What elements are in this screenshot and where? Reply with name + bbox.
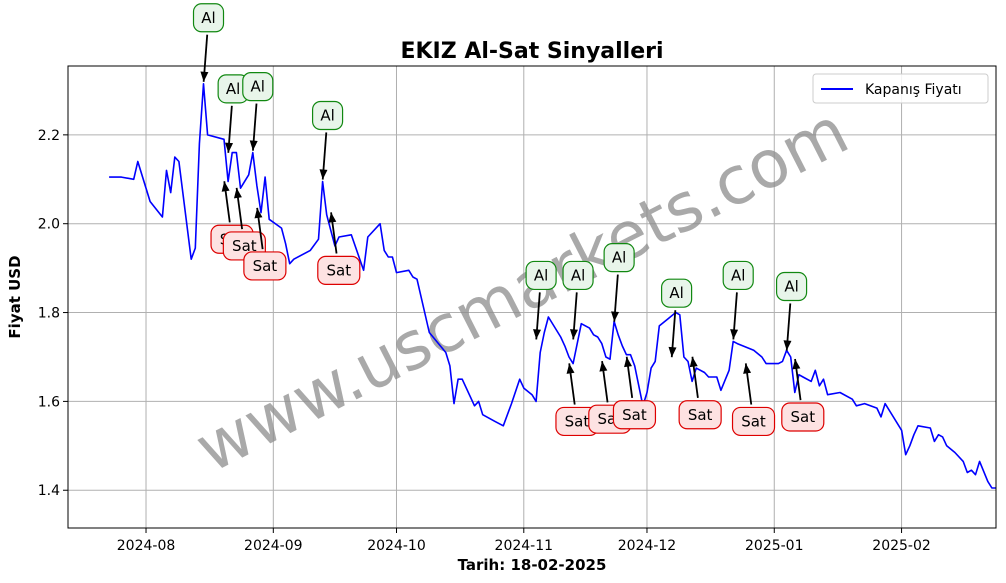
x-tick-label: 2024-08 (117, 538, 176, 554)
x-axis-title: Tarih: 18-02-2025 (458, 556, 607, 574)
signal-label: Al (251, 78, 265, 96)
signal-label: Al (201, 9, 215, 27)
y-tick-label: 2.0 (38, 217, 60, 233)
buy-signal: Al (562, 260, 594, 340)
buy-signal-box (242, 72, 274, 102)
signal-arrowhead (254, 207, 263, 219)
buy-signal: Al (192, 3, 225, 82)
buy-signal-box (525, 260, 557, 291)
signal-label: Sat (565, 412, 590, 430)
signal-arrowhead (249, 140, 258, 151)
buy-signal: Al (217, 74, 249, 153)
buy-signal: Al (775, 271, 808, 351)
signal-arrowhead (221, 181, 230, 192)
signal-label: Sat (253, 257, 278, 275)
sell-signal: Sat (678, 356, 722, 430)
signal-arrowhead (743, 363, 752, 374)
signal-label: Al (320, 107, 334, 125)
x-tick-label: 2025-01 (745, 538, 804, 554)
signal-arrowhead (668, 346, 677, 358)
signal-label: Sat (741, 412, 766, 430)
buy-signal-box (661, 278, 693, 308)
buy-signal-box (311, 100, 344, 131)
buy-signal-box (192, 3, 225, 33)
buy-signal-box (775, 271, 808, 302)
buy-signal-box (562, 260, 594, 291)
x-tick-label: 2024-12 (618, 538, 677, 554)
signal-label: Al (612, 249, 626, 267)
signal-arrowhead (689, 356, 698, 368)
sell-signal-box (781, 402, 825, 432)
signal-label: Al (669, 284, 683, 302)
y-tick-label: 1.8 (38, 306, 60, 322)
sell-signal-box (243, 251, 287, 281)
sell-signal: Sat (317, 212, 361, 285)
x-tick-label: 2024-11 (495, 538, 554, 554)
signal-label: Al (571, 266, 585, 284)
sell-signal-box (731, 406, 776, 437)
y-tick-label: 1.6 (38, 394, 60, 410)
signal-label: Sat (326, 261, 351, 279)
legend-box (812, 73, 989, 104)
buy-signal: Al (603, 243, 635, 322)
y-axis-title: Fiyat USD (6, 255, 24, 338)
buy-signal-box (603, 243, 635, 273)
grid (68, 66, 996, 528)
signal-label: Sat (232, 237, 257, 255)
signal-label: Al (226, 80, 240, 98)
y-tick-label: 2.2 (38, 128, 60, 144)
signal-arrowhead (319, 169, 328, 180)
signal-arrowhead (624, 356, 632, 368)
signal-arrowhead (225, 142, 234, 153)
signal-label: Al (784, 278, 798, 296)
sell-signal: Sat (731, 363, 776, 437)
buy-signal: Al (242, 72, 274, 151)
signal-arrowhead (792, 358, 801, 370)
buy-signal: Al (722, 260, 754, 340)
signal-arrowhead (783, 340, 792, 351)
signal-label: Sat (688, 406, 713, 424)
buy-signal: Al (525, 260, 557, 340)
series-layer (109, 83, 996, 489)
buy-signal: Al (311, 100, 344, 180)
signal-label: Al (534, 266, 548, 284)
sell-signal-box (317, 255, 361, 285)
signal-arrowhead (730, 329, 739, 340)
buy-signal: Al (661, 278, 693, 358)
signal-arrowhead (200, 71, 209, 82)
signal-arrowhead (611, 311, 620, 322)
legend: Kapanış Fiyatı (812, 73, 989, 104)
sell-signal-box (678, 400, 722, 430)
signal-arrowhead (566, 363, 575, 374)
sell-signal: Sat (781, 358, 825, 432)
signal-arrowhead (533, 329, 542, 340)
x-axis-ticks: 2024-08 2024-09 2024-10 2024-11 2024-12 2025-… (117, 528, 931, 554)
buy-signal-box (722, 260, 754, 291)
plot-frame (67, 65, 997, 529)
sell-signal-box (612, 400, 657, 430)
signal-label: Al (731, 266, 745, 284)
chart-title: EKIZ Al-Sat Sinyalleri (400, 39, 663, 64)
signal-arrowhead (328, 212, 337, 223)
x-tick-label: 2024-09 (244, 538, 303, 554)
signal-arrowhead (569, 329, 578, 340)
y-axis-ticks: 1.4 1.6 1.8 2.0 2.2 (38, 128, 68, 499)
x-tick-label: 2025-02 (872, 538, 931, 554)
signal-label: Sat (622, 406, 647, 424)
legend-label: Kapanış Fiyatı (865, 82, 962, 98)
signal-arrowhead (599, 361, 608, 372)
signal-arrowhead (233, 187, 242, 199)
signal-label: Sat (790, 408, 815, 426)
price-series-line (109, 83, 996, 489)
sell-signal: Sat (243, 207, 287, 281)
signal-layer: Al Al Al Al Al Al Al Al Al Al Sat Sat Sat Sat Sat Sat Sa… (192, 3, 825, 437)
sell-signal: Sat (612, 356, 657, 430)
sell-signal: Sat (555, 363, 599, 437)
x-tick-label: 2024-10 (367, 538, 426, 554)
y-tick-label: 1.4 (38, 483, 60, 499)
